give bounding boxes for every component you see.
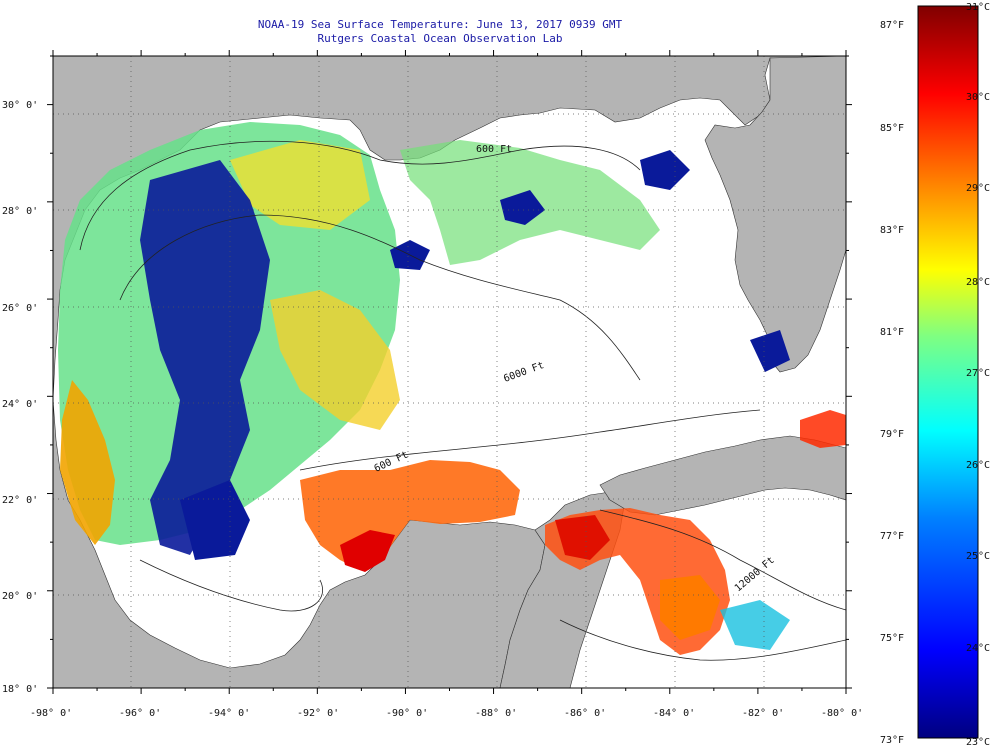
lat-label: 28° 0' bbox=[2, 206, 38, 217]
colorbar-f-label: 77°F bbox=[880, 531, 904, 542]
lon-label: -86° 0' bbox=[564, 708, 606, 719]
colorbar-f-label: 81°F bbox=[880, 327, 904, 338]
lon-label: -88° 0' bbox=[475, 708, 517, 719]
colorbar-f-label: 73°F bbox=[880, 735, 904, 746]
lat-label: 24° 0' bbox=[2, 399, 38, 410]
title-line-2: Rutgers Coastal Ocean Observation Lab bbox=[317, 32, 563, 45]
lon-label: -90° 0' bbox=[386, 708, 428, 719]
latitude-labels: 18° 0' 20° 0' 22° 0' 24° 0' 26° 0' 28° 0… bbox=[2, 100, 38, 695]
lat-label: 20° 0' bbox=[2, 591, 38, 602]
colorbar-c-label: 25°C bbox=[966, 551, 990, 562]
colorbar-c-label: 26°C bbox=[966, 460, 990, 471]
colorbar-c-label: 30°C bbox=[966, 92, 990, 103]
lon-label: -98° 0' bbox=[30, 708, 72, 719]
title-line-1: NOAA-19 Sea Surface Temperature: June 13… bbox=[257, 18, 623, 31]
colorbar-c-label: 31°C bbox=[966, 2, 990, 13]
contour-label-1: 600 Ft bbox=[476, 144, 512, 155]
sst-observed-patches bbox=[58, 122, 846, 655]
colorbar bbox=[917, 5, 979, 739]
colorbar-f-label: 79°F bbox=[880, 429, 904, 440]
land-florida bbox=[704, 56, 846, 373]
graticule bbox=[53, 56, 846, 688]
lon-label: -96° 0' bbox=[119, 708, 161, 719]
colorbar-c-label: 27°C bbox=[966, 368, 990, 379]
colorbar-c-label: 24°C bbox=[966, 643, 990, 654]
lat-label: 22° 0' bbox=[2, 495, 38, 506]
isobath-contours bbox=[79, 140, 846, 661]
lon-label: -84° 0' bbox=[653, 708, 695, 719]
colorbar-f-label: 83°F bbox=[880, 225, 904, 236]
colorbar-f-label: 87°F bbox=[880, 20, 904, 31]
lon-label: -82° 0' bbox=[742, 708, 784, 719]
colorbar-c-label: 23°C bbox=[966, 737, 990, 748]
colorbar-fahrenheit-labels: 87°F 85°F 83°F 81°F 79°F 77°F 75°F 73°F bbox=[880, 20, 904, 746]
lon-label: -94° 0' bbox=[208, 708, 250, 719]
lat-label: 18° 0' bbox=[2, 684, 38, 695]
colorbar-c-label: 28°C bbox=[966, 277, 990, 288]
axis-ticks bbox=[47, 50, 852, 694]
land-cuba bbox=[599, 435, 846, 516]
colorbar-celsius-labels: 31°C 30°C 29°C 28°C 27°C 26°C 25°C 24°C … bbox=[966, 2, 990, 748]
lat-label: 30° 0' bbox=[2, 100, 38, 111]
longitude-labels: -98° 0' -96° 0' -94° 0' -92° 0' -90° 0' … bbox=[30, 708, 863, 719]
lat-label: 26° 0' bbox=[2, 303, 38, 314]
colorbar-c-label: 29°C bbox=[966, 183, 990, 194]
colorbar-f-label: 85°F bbox=[880, 123, 904, 134]
lon-label: -80° 0' bbox=[821, 708, 863, 719]
lon-label: -92° 0' bbox=[297, 708, 339, 719]
colorbar-f-label: 75°F bbox=[880, 633, 904, 644]
